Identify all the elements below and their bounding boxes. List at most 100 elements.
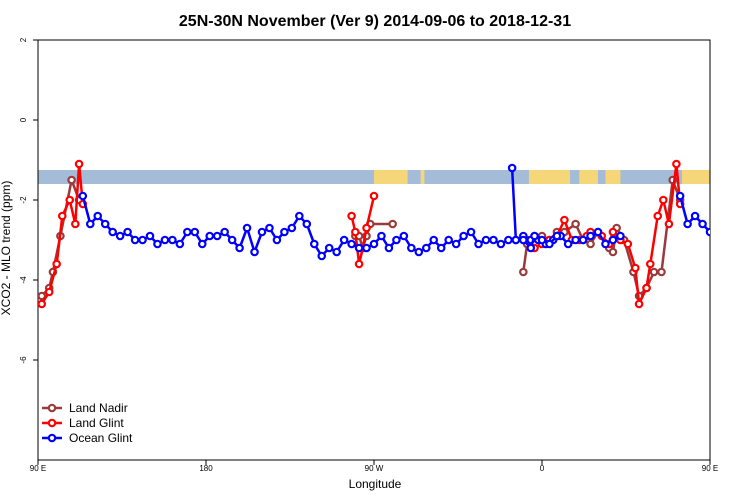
data-point — [78, 191, 88, 201]
data-point — [407, 243, 416, 253]
data-point — [115, 231, 125, 241]
data-point — [519, 235, 528, 245]
data-point — [744, 233, 750, 239]
data-point — [145, 231, 155, 241]
legend-label: Ocean Glint — [69, 431, 133, 445]
land-strip-segment — [420, 170, 425, 184]
data-point — [160, 235, 170, 245]
data-point — [664, 219, 674, 229]
chart-title: 25N-30N November (Ver 9) 2014-09-06 to 2… — [179, 13, 571, 30]
data-point — [392, 235, 401, 245]
data-point — [672, 159, 681, 169]
data-point — [317, 251, 327, 261]
data-point — [250, 247, 259, 257]
data-point — [108, 227, 117, 237]
x-tick-label: 90 E — [702, 464, 718, 473]
data-point — [608, 227, 618, 237]
data-point — [65, 195, 75, 205]
data-point — [354, 243, 364, 253]
data-point — [280, 227, 289, 237]
data-point — [153, 239, 162, 249]
data-point — [52, 259, 61, 269]
data-point — [530, 231, 539, 241]
data-point — [272, 235, 282, 245]
data-point — [257, 227, 267, 237]
land-strip-segment — [682, 170, 710, 184]
y-axis-label: XCO2 - MLO trend (ppm) — [0, 181, 13, 316]
data-point — [384, 243, 394, 253]
legend-swatch-marker — [47, 418, 57, 428]
data-point — [466, 227, 476, 237]
data-point — [67, 175, 76, 185]
data-point — [74, 159, 84, 169]
data-point — [571, 235, 580, 245]
x-axis-label: Longitude — [349, 477, 402, 491]
data-point — [212, 231, 222, 241]
data-point — [675, 191, 685, 201]
legend-swatch-marker — [47, 433, 57, 443]
data-point — [496, 239, 506, 249]
data-point — [444, 235, 453, 245]
data-point — [190, 227, 200, 237]
data-point — [168, 235, 177, 245]
data-point — [616, 231, 625, 241]
data-point — [698, 219, 707, 229]
data-point — [421, 243, 431, 253]
data-point — [235, 243, 244, 253]
x-tick-label: 180 — [199, 464, 213, 473]
data-point — [519, 267, 528, 277]
data-point — [560, 215, 569, 225]
data-point — [653, 211, 663, 221]
data-point — [309, 239, 319, 249]
data-point — [332, 247, 341, 257]
data-point — [175, 239, 185, 249]
data-point — [507, 163, 517, 173]
data-point — [436, 243, 446, 253]
data-point — [347, 239, 356, 249]
data-point — [362, 243, 371, 253]
data-point — [265, 223, 274, 233]
data-point — [474, 239, 483, 249]
data-point — [645, 259, 655, 269]
data-point — [362, 223, 371, 233]
y-tick-label: -6 — [19, 356, 28, 364]
data-point — [183, 227, 192, 237]
data-point — [377, 231, 386, 241]
data-point — [608, 235, 618, 245]
data-point — [722, 229, 728, 235]
data-point — [354, 259, 364, 269]
data-point — [38, 291, 47, 301]
data-point — [44, 287, 54, 297]
data-point — [537, 235, 547, 245]
legend-label: Land Nadir — [69, 401, 128, 415]
data-point — [388, 219, 397, 229]
data-point — [481, 235, 491, 245]
legend-swatch-marker — [47, 403, 57, 413]
legend-item: Ocean Glint — [42, 431, 133, 445]
data-point — [429, 235, 439, 245]
data-point — [57, 211, 67, 221]
data-point — [489, 235, 498, 245]
land-strip-segment — [605, 170, 621, 184]
data-point — [324, 243, 334, 253]
series-line — [678, 195, 710, 234]
data-point — [586, 239, 595, 249]
data-point — [347, 211, 356, 221]
y-tick-label: -4 — [19, 276, 28, 284]
data-point — [737, 237, 743, 243]
data-point — [197, 239, 207, 249]
data-point — [242, 223, 252, 233]
y-tick-label: -2 — [19, 196, 28, 204]
x-tick-label: 90 W — [365, 464, 384, 473]
data-point — [100, 219, 110, 229]
data-point — [451, 239, 461, 249]
data-point — [369, 239, 379, 249]
data-point — [659, 195, 668, 205]
data-point — [302, 219, 312, 229]
y-tick-label: 0 — [19, 117, 28, 122]
x-tick-label: 0 — [540, 464, 545, 473]
data-point — [705, 227, 710, 237]
data-point — [399, 231, 409, 241]
data-point — [295, 211, 304, 221]
data-point — [205, 231, 215, 241]
